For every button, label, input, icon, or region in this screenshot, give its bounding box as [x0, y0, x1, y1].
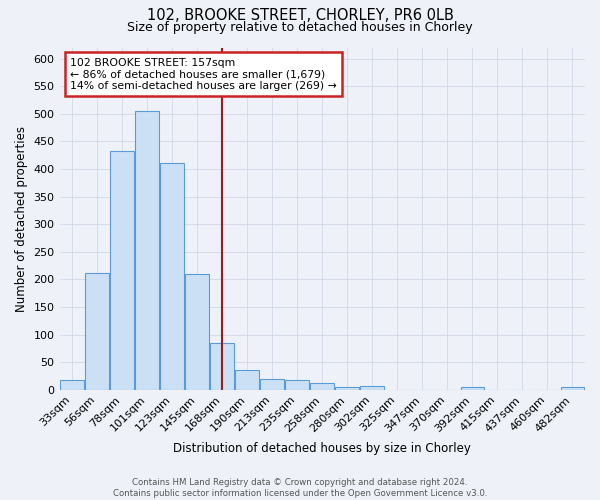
- Bar: [260, 379, 284, 390]
- Bar: [210, 343, 234, 390]
- Bar: [185, 274, 209, 390]
- Bar: [60, 380, 84, 390]
- Bar: [235, 370, 259, 390]
- Bar: [85, 273, 109, 390]
- Y-axis label: Number of detached properties: Number of detached properties: [15, 126, 28, 312]
- X-axis label: Distribution of detached houses by size in Chorley: Distribution of detached houses by size …: [173, 442, 471, 455]
- Bar: [361, 386, 384, 390]
- Bar: [286, 380, 309, 390]
- Bar: [135, 111, 159, 390]
- Text: Contains HM Land Registry data © Crown copyright and database right 2024.
Contai: Contains HM Land Registry data © Crown c…: [113, 478, 487, 498]
- Text: Size of property relative to detached houses in Chorley: Size of property relative to detached ho…: [127, 21, 473, 34]
- Bar: [560, 386, 584, 390]
- Bar: [160, 164, 184, 390]
- Bar: [110, 152, 134, 390]
- Text: 102, BROOKE STREET, CHORLEY, PR6 0LB: 102, BROOKE STREET, CHORLEY, PR6 0LB: [146, 8, 454, 22]
- Text: 102 BROOKE STREET: 157sqm
← 86% of detached houses are smaller (1,679)
14% of se: 102 BROOKE STREET: 157sqm ← 86% of detac…: [70, 58, 337, 91]
- Bar: [461, 387, 484, 390]
- Bar: [335, 386, 359, 390]
- Bar: [310, 382, 334, 390]
